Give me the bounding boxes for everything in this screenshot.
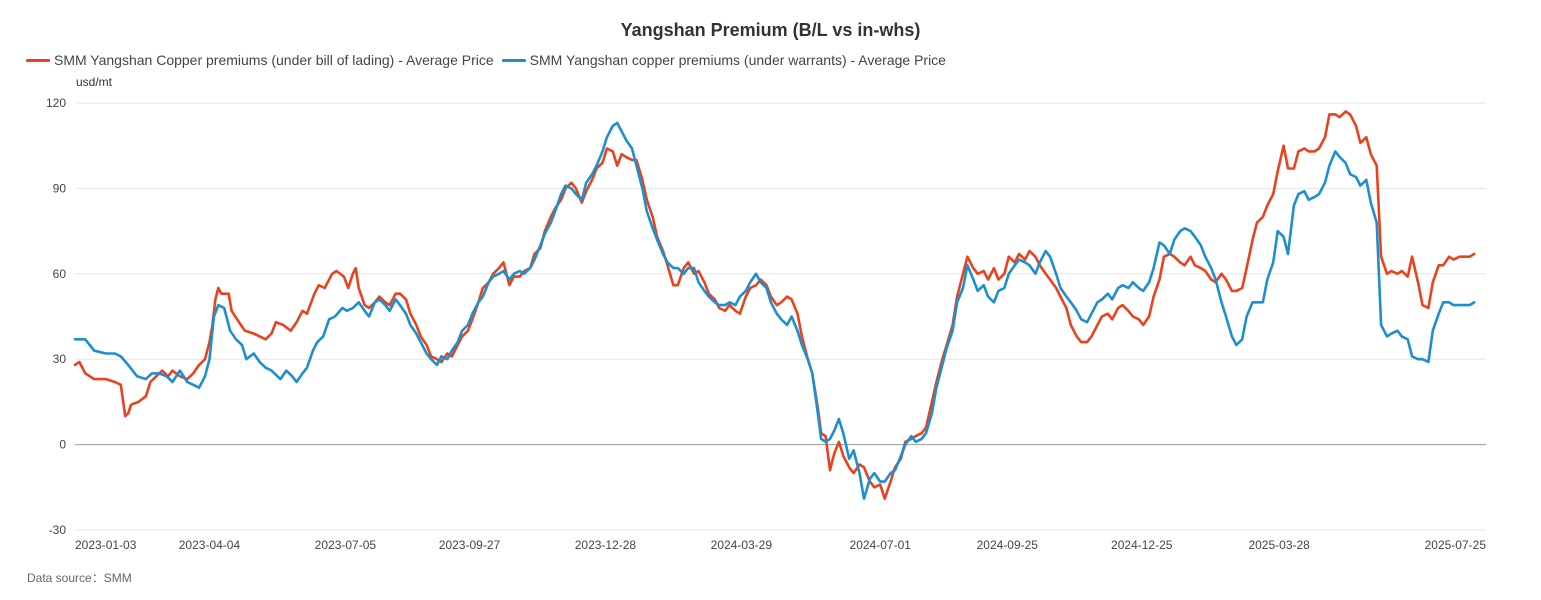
x-axis-ticks: 2023-01-03 2023-04-04 2023-07-05 2023-09-27…: [75, 538, 1486, 552]
x-tick-label-0: 2023-01-03: [75, 538, 137, 552]
legend-swatch-bill-of-lading: [26, 58, 50, 62]
y-tick-label-1: 0: [59, 438, 66, 452]
x-tick-label-7: 2024-09-25: [977, 538, 1039, 552]
y-axis-ticks: -30 0 30 60 90 120: [46, 96, 66, 537]
x-tick-label-9: 2025-03-28: [1248, 538, 1310, 552]
series-line-bill-of-lading: [73, 110, 1476, 500]
legend: SMM Yangshan Copper premiums (under bill…: [26, 52, 954, 68]
legend-label-bill-of-lading: SMM Yangshan Copper premiums (under bill…: [54, 52, 494, 68]
x-tick-label-6: 2024-07-01: [850, 538, 912, 552]
x-tick-label-3: 2023-09-27: [439, 538, 501, 552]
grid-lines: [75, 102, 1486, 531]
x-tick-label-10: 2025-07-25: [1425, 538, 1487, 552]
legend-swatch-warrants: [501, 58, 526, 62]
chart-title: Yangshan Premium (B/L vs in-whs): [620, 20, 921, 40]
y-axis-unit-label: usd/mt: [76, 75, 113, 89]
y-tick-label-5: 120: [46, 96, 66, 110]
x-tick-label-8: 2024-12-25: [1111, 538, 1173, 552]
data-source-note: Data source：SMM: [27, 571, 132, 585]
legend-item-bill-of-lading[interactable]: SMM Yangshan Copper premiums (under bill…: [26, 52, 494, 68]
y-tick-label-2: 30: [53, 352, 67, 366]
x-tick-label-4: 2023-12-28: [575, 538, 637, 552]
series-line-warrants: [73, 121, 1476, 500]
x-tick-label-5: 2024-03-29: [711, 538, 773, 552]
x-tick-label-1: 2023-04-04: [179, 538, 241, 552]
legend-label-warrants: SMM Yangshan copper premiums (under warr…: [529, 52, 946, 68]
series-lines: [73, 110, 1476, 500]
y-tick-label-4: 90: [53, 181, 67, 195]
y-tick-label-0: -30: [49, 523, 67, 537]
x-tick-label-2: 2023-07-05: [315, 538, 377, 552]
y-tick-label-3: 60: [53, 267, 67, 281]
legend-item-warrants[interactable]: SMM Yangshan copper premiums (under warr…: [501, 52, 946, 68]
